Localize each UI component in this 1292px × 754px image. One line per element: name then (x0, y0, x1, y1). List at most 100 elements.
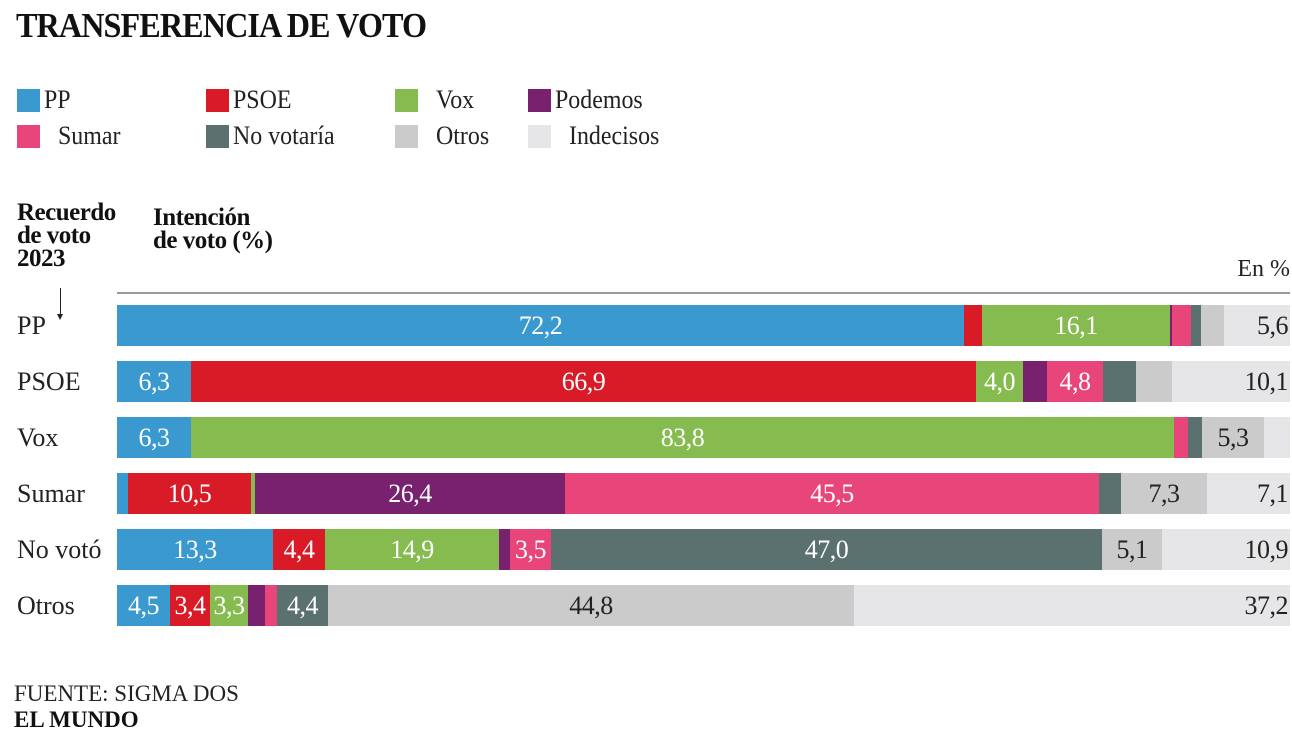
arrow-head-icon (57, 314, 63, 320)
bar-segment (1170, 305, 1172, 346)
data-label: 6,3 (138, 422, 171, 452)
bar-segment: 3,5 (510, 529, 551, 570)
data-label: 16,1 (1054, 310, 1098, 340)
legend-swatch (395, 88, 418, 112)
data-label: 45,5 (810, 478, 854, 508)
row-label: No votó (17, 535, 102, 564)
data-label: 66,9 (561, 366, 606, 396)
data-label: 4,0 (984, 366, 1016, 396)
bar-segment: 66,9 (191, 361, 976, 402)
recall-header-line: de voto (17, 222, 91, 249)
legend-label: PP (44, 85, 71, 114)
data-label: 10,1 (1244, 366, 1289, 396)
bar-segment (1136, 361, 1172, 402)
bar-segment: 83,8 (191, 417, 1174, 458)
bar-segment (1201, 305, 1224, 346)
bar-segment: 4,5 (117, 585, 170, 626)
brand-text: EL MUNDO (14, 707, 139, 732)
intention-header-line: de voto (%) (153, 227, 273, 254)
row-label: Sumar (17, 479, 85, 508)
legend-swatch (17, 124, 40, 148)
data-label: 44,8 (569, 590, 613, 620)
bar-segment (1023, 361, 1047, 402)
bar-segment (1174, 417, 1188, 458)
data-label: 4,4 (287, 590, 319, 620)
recall-header-line: Recuerdo (17, 199, 116, 226)
bar-segment: 5,6 (1224, 305, 1290, 346)
bar-segment: 4,8 (1047, 361, 1103, 402)
bar-segment (117, 473, 128, 514)
down-arrow-icon (60, 288, 61, 316)
data-label: 5,6 (1257, 310, 1289, 340)
bar-segment: 4,0 (976, 361, 1023, 402)
bar-segment: 47,0 (551, 529, 1102, 570)
bar-segment: 14,9 (325, 529, 499, 570)
legend-item: Vox (395, 85, 477, 114)
bar-segment: 5,3 (1202, 417, 1264, 458)
bar-segment: 3,4 (170, 585, 210, 626)
bar-segment (1264, 417, 1290, 458)
data-label: 7,3 (1148, 478, 1181, 508)
data-label: 10,5 (167, 478, 212, 508)
legend-label: PSOE (233, 85, 292, 114)
bar-segment: 16,1 (982, 305, 1170, 346)
bar-segment: 6,3 (117, 417, 191, 458)
bar-segment: 13,3 (117, 529, 273, 570)
legend-item: Sumar (17, 121, 126, 150)
legend-swatch (206, 88, 229, 112)
bar-segment: 7,1 (1207, 473, 1290, 514)
legend-label: Otros (436, 121, 490, 150)
bar-segment (1172, 305, 1191, 346)
data-label: 37,2 (1244, 590, 1289, 620)
data-label: 3,3 (213, 590, 246, 620)
bar-segment (248, 585, 265, 626)
header-separator (117, 292, 1290, 294)
bar-segment: 4,4 (273, 529, 325, 570)
data-label: 7,1 (1257, 478, 1289, 508)
legend-swatch (528, 88, 551, 112)
legend-item: Otros (395, 121, 494, 150)
bar-segment (1188, 417, 1202, 458)
data-label: 4,4 (283, 534, 316, 564)
data-label: 3,4 (174, 590, 207, 620)
bar-segment: 72,2 (117, 305, 964, 346)
data-label: 3,5 (515, 534, 547, 564)
bar-segment: 37,2 (854, 585, 1290, 626)
bar-segment: 10,5 (128, 473, 251, 514)
legend-swatch (395, 124, 418, 148)
data-label: 14,9 (390, 534, 434, 564)
legend-swatch (17, 88, 40, 112)
data-label: 4,8 (1059, 366, 1092, 396)
stacked-bars: 72,2 16,1 5,6 6,3 66,9 4,0 4,8 10,1 6,3 83,8 5,3 10… (117, 0, 1290, 640)
bar-segment: 5,1 (1102, 529, 1162, 570)
bar-segment (251, 473, 255, 514)
bar-segment: 44,8 (328, 585, 854, 626)
legend-item: No votaría (206, 121, 343, 150)
bar-segment (1099, 473, 1121, 514)
data-label: 72,2 (518, 310, 563, 340)
bar-segment (964, 305, 982, 346)
row-label: PSOE (17, 367, 81, 396)
legend: PP PSOE Vox Podemos Sumar No votaría Otros Inde… (17, 85, 717, 157)
data-label: 47,0 (804, 534, 849, 564)
bar-segment (1103, 361, 1136, 402)
bar-segment: 4,4 (277, 585, 328, 626)
bar-segment: 7,3 (1121, 473, 1207, 514)
data-label: 83,8 (660, 422, 705, 452)
data-label: 6,3 (138, 366, 171, 396)
legend-label: Sumar (58, 121, 121, 150)
data-label: 5,3 (1217, 422, 1250, 452)
legend-label: Indecisos (569, 121, 660, 150)
recall-header-line: 2023 (17, 245, 65, 272)
data-label: 26,4 (388, 478, 432, 508)
bar-segment: 6,3 (117, 361, 191, 402)
bar-segment: 3,3 (210, 585, 248, 626)
intention-header: Intención de voto (%) (153, 204, 273, 254)
bar-segment: 45,5 (565, 473, 1099, 514)
legend-swatch (206, 124, 229, 148)
chart-title: TRANSFERENCIA DE VOTO (16, 6, 427, 45)
data-label: 5,1 (1116, 534, 1149, 564)
legend-item: PSOE (206, 85, 297, 114)
bar-segment: 10,9 (1162, 529, 1290, 570)
intention-header-line: Intención (153, 204, 250, 231)
